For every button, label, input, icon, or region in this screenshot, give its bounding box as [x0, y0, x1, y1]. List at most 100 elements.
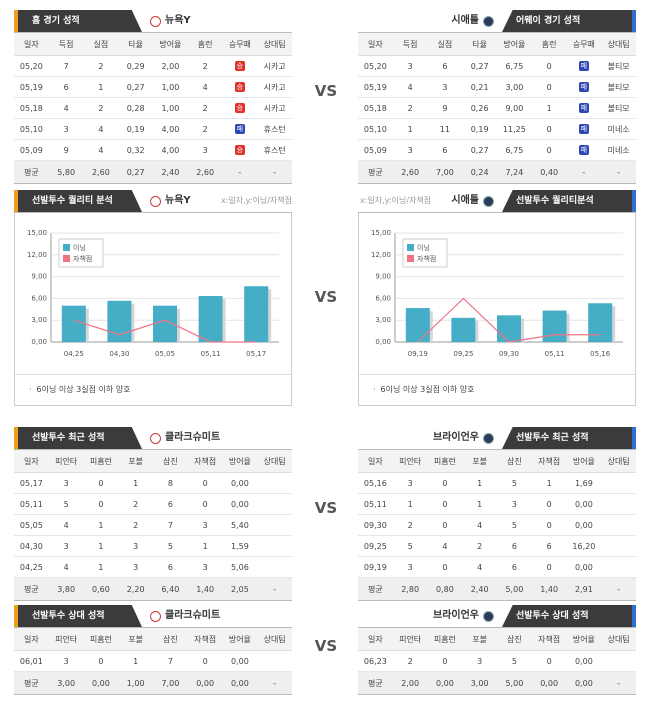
cell: 1,00 [153, 76, 188, 98]
team-logo [150, 15, 161, 27]
column-header: 피홈런 [83, 628, 119, 651]
cell: 11,25 [497, 118, 532, 140]
data-row: 09,25 5 4 2 6 6 16,20 [358, 535, 636, 557]
cell: 05,09 [14, 139, 49, 161]
y-tick-label: 15,00 [371, 229, 391, 237]
cell: 볼티모 [601, 55, 636, 77]
team-name: 클라크슈미트 [150, 605, 220, 627]
cell: 6 [497, 535, 532, 557]
cell: 2 [83, 55, 119, 77]
column-header: 자책점 [187, 628, 223, 651]
cell: 0 [531, 55, 567, 77]
column-header: 타율 [118, 33, 153, 56]
average-cell: - [601, 160, 636, 184]
cell: 0 [531, 493, 567, 515]
cell: 1 [83, 535, 119, 557]
panel: 어웨이 경기 성적 시애틀 일자 득점 실점 타율 방어율 홈런 승무패 상대팀 05,20 3 6 0,… [358, 10, 636, 184]
cell: 0,00 [566, 493, 602, 515]
cell: 1 [83, 514, 119, 536]
cell: 볼티모 [601, 97, 636, 119]
cell [601, 535, 636, 557]
cell: 8 [153, 472, 188, 494]
panel-header: 선발투수 최근 성적 브라이언우 [358, 427, 636, 450]
column-header: 일자 [358, 450, 393, 473]
column-header: 삼진 [497, 628, 532, 651]
header-row: 일자 득점 실점 타율 방어율 홈런 승무패 상대팀 [358, 33, 636, 56]
cell: 0 [427, 514, 463, 536]
team-label: 브라이언우 [433, 610, 479, 621]
panel-title: 어웨이 경기 성적 [502, 10, 636, 32]
line [417, 297, 601, 343]
cell: 09,30 [358, 514, 393, 536]
stats-table: 일자 피안타 피홈런 포볼 삼진 자책점 방어율 상대팀 06,01 3 0 1 7 0 0,00 평균 3,0… [14, 628, 292, 695]
team-label: 시애틀 [451, 195, 479, 206]
result-badge: 패 [578, 103, 589, 113]
average-cell: 2,05 [222, 577, 258, 601]
cell: 6 [427, 139, 463, 161]
cell: 06,23 [358, 650, 393, 672]
legend-box [58, 238, 104, 268]
team-name: 브라이언우 [433, 605, 494, 627]
cell: 5 [48, 493, 84, 515]
cell: 시카고 [257, 76, 292, 98]
x-tick-label: 05,11 [545, 350, 565, 358]
cell: 0,21 [462, 76, 497, 98]
column-header: 피안타 [48, 450, 84, 473]
cell: 1 [462, 493, 497, 515]
cell: 05,10 [14, 118, 49, 140]
cell: 6 [153, 556, 188, 578]
cell: 1,69 [566, 472, 602, 494]
cell: 2 [392, 650, 428, 672]
axis-note: x:일자,y:이닝/자책점 [220, 196, 292, 205]
cell: 0,19 [118, 118, 153, 140]
x-tick-label: 05,17 [246, 350, 266, 358]
cell: 3 [497, 493, 532, 515]
cell: 0,00 [222, 650, 258, 672]
cell: 패 [222, 118, 258, 140]
cell: 3 [48, 650, 84, 672]
cell: 1 [83, 556, 119, 578]
cell: 3,00 [497, 76, 532, 98]
cell: 05,18 [14, 97, 49, 119]
cell: 6 [531, 535, 567, 557]
cell: 05,11 [14, 493, 49, 515]
bar [497, 315, 521, 342]
column-header: 방어율 [566, 450, 602, 473]
cell: 5 [153, 535, 188, 557]
cell: 3 [427, 76, 463, 98]
cell: 3 [392, 139, 428, 161]
cell [601, 472, 636, 494]
average-cell: 0,00 [187, 671, 223, 695]
data-row: 09,30 2 0 4 5 0 0,00 [358, 514, 636, 536]
team-logo [483, 195, 494, 207]
chart-box: 0,00 3,00 6,00 9,00 12,00 15,00 04,25 04,30 05,0… [14, 213, 292, 406]
panel-title: 선발투수 퀄리티 분석 [14, 190, 142, 212]
cell: 05,17 [14, 472, 49, 494]
data-row: 05,19 4 3 0,21 3,00 0 패 볼티모 [358, 76, 636, 98]
average-cell: 1,00 [118, 671, 153, 695]
x-tick-label: 04,30 [109, 350, 129, 358]
y-tick-label: 0,00 [31, 338, 47, 346]
cell: 05,19 [14, 76, 49, 98]
cell: 0,28 [118, 97, 153, 119]
panel-title: 선발투수 최근 성적 [14, 427, 142, 449]
cell: 시카고 [257, 55, 292, 77]
legend-label: 자책점 [417, 254, 436, 263]
cell: 3 [118, 556, 153, 578]
bar [588, 303, 613, 342]
average-cell: 평균 [14, 160, 49, 184]
cell: 0,27 [118, 76, 153, 98]
cell [257, 493, 292, 515]
chart-footnote: 6이닝 이상 3실점 이하 양호 [15, 374, 291, 405]
average-cell: 3,00 [462, 671, 497, 695]
average-cell: 1,40 [531, 577, 567, 601]
cell: 2 [462, 535, 497, 557]
column-header: 포볼 [118, 450, 153, 473]
result-badge: 패 [234, 124, 245, 134]
cell: 0 [531, 650, 567, 672]
panel-title: 선발투수 상대 성적 [502, 605, 636, 627]
team-name: 뉴욕Y [150, 190, 191, 212]
y-tick-label: 12,00 [27, 251, 47, 259]
cell: 패 [566, 139, 602, 161]
